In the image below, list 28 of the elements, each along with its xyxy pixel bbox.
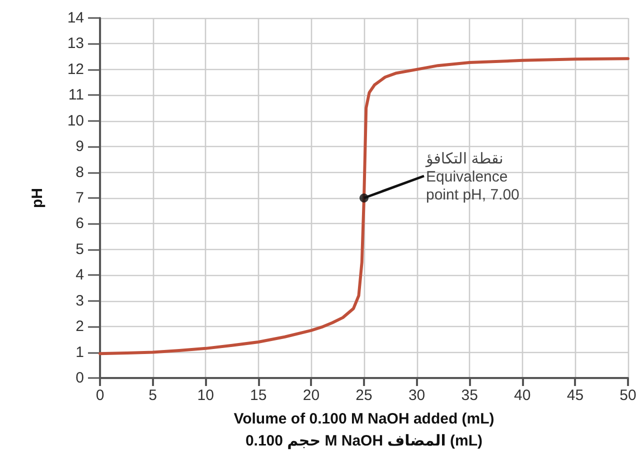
y-tick-label: 6 <box>76 215 84 232</box>
y-tick-label: 1 <box>76 344 84 361</box>
y-tick-label: 0 <box>76 370 84 386</box>
y-tick-label: 11 <box>68 86 84 104</box>
y-axis-title: pH <box>29 188 46 208</box>
y-tick-label: 10 <box>67 112 84 130</box>
x-tick-label: 30 <box>408 387 426 404</box>
y-tick-label: 7 <box>76 190 84 206</box>
x-tick-label: 35 <box>461 387 478 404</box>
y-tick-label: 9 <box>76 138 84 156</box>
x-tick-label: 20 <box>302 387 320 404</box>
x-tick-label: 50 <box>620 387 636 404</box>
y-tick-label: 2 <box>76 318 84 336</box>
x-tick-label: 0 <box>96 387 104 404</box>
x-tick-label: 10 <box>197 387 214 404</box>
y-tick-label: 13 <box>67 35 84 52</box>
line-series <box>98 57 630 356</box>
x-tick-label: 15 <box>250 387 267 404</box>
x-tick-label: 40 <box>514 387 531 404</box>
y-tick-label: 5 <box>76 240 84 258</box>
y-tick-label: 4 <box>76 266 84 284</box>
y-tick-label: 3 <box>76 292 84 310</box>
y-tick-label: 12 <box>67 60 84 78</box>
x-tick-label: 25 <box>356 387 372 404</box>
y-tick-label: 8 <box>76 164 84 181</box>
x-tick-label: 45 <box>566 387 584 404</box>
x-tick-label: 5 <box>148 387 157 404</box>
y-tick-label: 14 <box>67 10 84 26</box>
